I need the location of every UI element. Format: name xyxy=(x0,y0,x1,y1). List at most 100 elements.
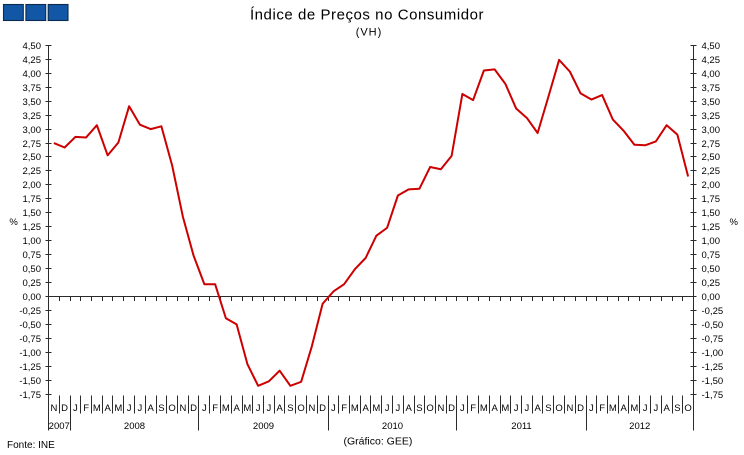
svg-text:0,00: 0,00 xyxy=(702,292,721,303)
svg-text:A: A xyxy=(104,403,111,414)
svg-text:-0,25: -0,25 xyxy=(19,306,41,317)
svg-text:0,50: 0,50 xyxy=(702,264,721,275)
svg-text:N: N xyxy=(50,403,57,414)
svg-text:2,75: 2,75 xyxy=(23,139,42,150)
svg-text:2009: 2009 xyxy=(253,421,274,432)
svg-text:1,25: 1,25 xyxy=(702,222,721,233)
svg-text:%: % xyxy=(729,217,738,228)
svg-text:J: J xyxy=(256,403,261,414)
svg-text:0,75: 0,75 xyxy=(702,250,721,261)
svg-text:-1,75: -1,75 xyxy=(702,390,724,401)
svg-text:4,25: 4,25 xyxy=(23,55,42,66)
svg-text:0,25: 0,25 xyxy=(702,278,721,289)
svg-text:2,50: 2,50 xyxy=(23,152,42,163)
svg-text:1,25: 1,25 xyxy=(23,222,42,233)
svg-text:2,25: 2,25 xyxy=(702,166,721,177)
svg-text:4,50: 4,50 xyxy=(702,41,721,52)
svg-text:O: O xyxy=(555,403,562,414)
svg-text:(VH): (VH) xyxy=(356,27,382,39)
svg-text:2010: 2010 xyxy=(382,421,403,432)
svg-text:A: A xyxy=(233,403,240,414)
svg-text:S: S xyxy=(287,403,293,414)
svg-text:F: F xyxy=(212,403,218,414)
svg-text:J: J xyxy=(73,403,78,414)
svg-text:A: A xyxy=(276,403,283,414)
svg-text:M: M xyxy=(609,403,617,414)
svg-text:J: J xyxy=(514,403,519,414)
svg-text:J: J xyxy=(138,403,143,414)
svg-text:A: A xyxy=(620,403,627,414)
svg-text:N: N xyxy=(437,403,444,414)
svg-text:2,50: 2,50 xyxy=(702,152,721,163)
svg-text:J: J xyxy=(654,403,659,414)
svg-text:O: O xyxy=(297,403,304,414)
svg-text:Fonte: INE: Fonte: INE xyxy=(7,440,55,451)
svg-text:N: N xyxy=(308,403,315,414)
svg-text:2,25: 2,25 xyxy=(23,166,42,177)
svg-text:J: J xyxy=(525,403,530,414)
svg-text:F: F xyxy=(341,403,347,414)
svg-text:2007: 2007 xyxy=(49,421,70,432)
svg-text:J: J xyxy=(127,403,132,414)
svg-text:J: J xyxy=(589,403,594,414)
svg-text:3,75: 3,75 xyxy=(702,83,721,94)
svg-text:N: N xyxy=(566,403,573,414)
svg-text:O: O xyxy=(426,403,433,414)
svg-text:3,00: 3,00 xyxy=(23,125,42,136)
svg-text:0,75: 0,75 xyxy=(23,250,42,261)
svg-text:3,50: 3,50 xyxy=(23,97,42,108)
svg-text:3,25: 3,25 xyxy=(23,111,42,122)
svg-text:0,50: 0,50 xyxy=(23,264,42,275)
svg-text:D: D xyxy=(190,403,197,414)
svg-text:A: A xyxy=(491,403,498,414)
svg-text:3,75: 3,75 xyxy=(23,83,42,94)
svg-text:D: D xyxy=(448,403,455,414)
svg-text:S: S xyxy=(416,403,422,414)
svg-text:S: S xyxy=(674,403,680,414)
svg-text:1,00: 1,00 xyxy=(23,236,42,247)
svg-text:J: J xyxy=(396,403,401,414)
svg-text:A: A xyxy=(362,403,369,414)
svg-text:4,00: 4,00 xyxy=(23,69,42,80)
svg-text:4,00: 4,00 xyxy=(702,69,721,80)
svg-text:1,00: 1,00 xyxy=(702,236,721,247)
svg-text:0,25: 0,25 xyxy=(23,278,42,289)
svg-text:M: M xyxy=(114,403,122,414)
svg-text:-1,50: -1,50 xyxy=(702,376,724,387)
svg-text:(Gráfico: GEE): (Gráfico: GEE) xyxy=(344,436,413,448)
svg-text:O: O xyxy=(684,403,691,414)
svg-text:2,00: 2,00 xyxy=(23,180,42,191)
svg-text:M: M xyxy=(243,403,251,414)
svg-text:2012: 2012 xyxy=(629,421,650,432)
svg-text:%: % xyxy=(9,217,18,228)
svg-text:-0,25: -0,25 xyxy=(702,306,724,317)
svg-text:J: J xyxy=(643,403,648,414)
svg-text:S: S xyxy=(158,403,164,414)
svg-text:4,50: 4,50 xyxy=(23,41,42,52)
svg-text:-1,50: -1,50 xyxy=(19,376,41,387)
svg-text:M: M xyxy=(93,403,101,414)
svg-text:-1,00: -1,00 xyxy=(702,348,724,359)
svg-text:M: M xyxy=(372,403,380,414)
svg-text:J: J xyxy=(331,403,336,414)
svg-text:F: F xyxy=(470,403,476,414)
svg-text:M: M xyxy=(501,403,509,414)
svg-text:1,75: 1,75 xyxy=(702,194,721,205)
svg-text:4,25: 4,25 xyxy=(702,55,721,66)
svg-text:M: M xyxy=(480,403,488,414)
svg-text:J: J xyxy=(460,403,465,414)
svg-text:S: S xyxy=(545,403,551,414)
svg-text:M: M xyxy=(222,403,230,414)
svg-text:D: D xyxy=(319,403,326,414)
svg-text:O: O xyxy=(168,403,175,414)
svg-text:-1,25: -1,25 xyxy=(702,362,724,373)
svg-text:1,50: 1,50 xyxy=(702,208,721,219)
svg-text:3,25: 3,25 xyxy=(702,111,721,122)
svg-text:2,75: 2,75 xyxy=(702,139,721,150)
svg-text:J: J xyxy=(385,403,390,414)
svg-text:-0,50: -0,50 xyxy=(702,320,724,331)
svg-text:1,50: 1,50 xyxy=(23,208,42,219)
svg-text:1,75: 1,75 xyxy=(23,194,42,205)
svg-text:A: A xyxy=(534,403,541,414)
svg-text:3,50: 3,50 xyxy=(702,97,721,108)
